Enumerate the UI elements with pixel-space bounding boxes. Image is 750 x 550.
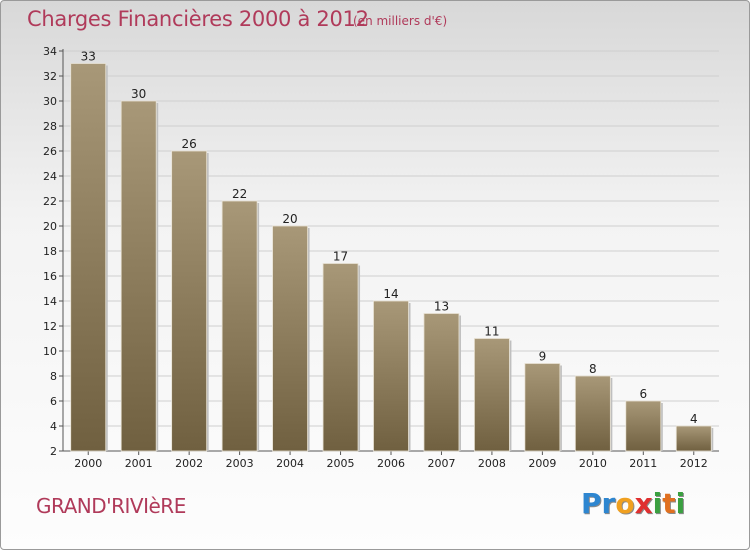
y-tick-label: 30	[43, 95, 57, 108]
bar	[574, 375, 611, 452]
bar	[474, 338, 510, 452]
bar	[322, 263, 359, 452]
x-tick-label: 2003	[226, 457, 254, 470]
logo-letter: i	[652, 487, 663, 520]
bar-value-label: 8	[589, 362, 597, 376]
proxiti-logo: Proxiti	[581, 487, 685, 520]
bar	[272, 225, 308, 452]
x-tick-label: 2006	[377, 457, 405, 470]
bar-value-label: 22	[232, 187, 247, 201]
logo-letter: P	[581, 487, 602, 520]
chart-title: Charges Financières 2000 à 2012	[27, 7, 369, 31]
x-tick-label: 2009	[528, 457, 556, 470]
bar-value-label: 4	[690, 412, 698, 426]
bar-value-label: 17	[333, 250, 348, 264]
bar	[625, 400, 662, 452]
bar-value-label: 26	[182, 137, 197, 151]
x-tick-label: 2000	[74, 457, 102, 470]
y-tick-label: 28	[43, 120, 57, 133]
y-tick-label: 16	[43, 270, 57, 283]
x-tick-label: 2010	[579, 457, 607, 470]
y-tick-label: 6	[50, 395, 57, 408]
bar	[675, 425, 712, 452]
x-tick-label: 2007	[427, 457, 455, 470]
bar	[171, 150, 208, 452]
y-tick-label: 8	[50, 370, 57, 383]
y-tick-label: 26	[43, 145, 57, 158]
y-tick-label: 34	[43, 45, 57, 58]
bar-value-label: 13	[434, 300, 449, 314]
bar-value-label: 14	[383, 287, 398, 301]
logo-letter: o	[615, 487, 635, 520]
logo-letter: t	[662, 487, 676, 520]
bar	[423, 313, 460, 452]
x-tick-label: 2008	[478, 457, 506, 470]
y-tick-label: 10	[43, 345, 57, 358]
bar-value-label: 20	[282, 212, 297, 226]
bar	[120, 100, 157, 452]
bar	[70, 63, 107, 452]
x-tick-label: 2011	[629, 457, 657, 470]
bar	[524, 363, 561, 452]
bar-value-label: 11	[484, 325, 499, 339]
y-tick-label: 12	[43, 320, 57, 333]
logo-letter: i	[675, 487, 686, 520]
y-tick-label: 22	[43, 195, 57, 208]
y-tick-label: 4	[50, 420, 57, 433]
y-tick-label: 32	[43, 70, 57, 83]
x-tick-label: 2012	[680, 457, 708, 470]
y-tick-label: 24	[43, 170, 57, 183]
logo-letter: r	[601, 487, 616, 520]
town-name: GRAND'RIVIèRE	[36, 494, 186, 518]
bar-value-label: 33	[81, 50, 96, 64]
y-tick-label: 14	[43, 295, 57, 308]
bar-value-label: 30	[131, 87, 146, 101]
x-tick-label: 2002	[175, 457, 203, 470]
chart-subtitle: (en milliers d'€)	[353, 14, 448, 28]
bar-value-label: 9	[539, 350, 547, 364]
x-tick-label: 2001	[125, 457, 153, 470]
y-tick-label: 20	[43, 220, 57, 233]
bar-value-label: 6	[639, 387, 647, 401]
bar	[221, 200, 258, 452]
bars	[70, 63, 714, 452]
y-tick-label: 2	[50, 445, 57, 458]
logo-letter: x	[634, 487, 653, 520]
x-tick-label: 2005	[327, 457, 355, 470]
y-tick-label: 18	[43, 245, 57, 258]
bar	[373, 300, 409, 452]
x-tick-label: 2004	[276, 457, 304, 470]
